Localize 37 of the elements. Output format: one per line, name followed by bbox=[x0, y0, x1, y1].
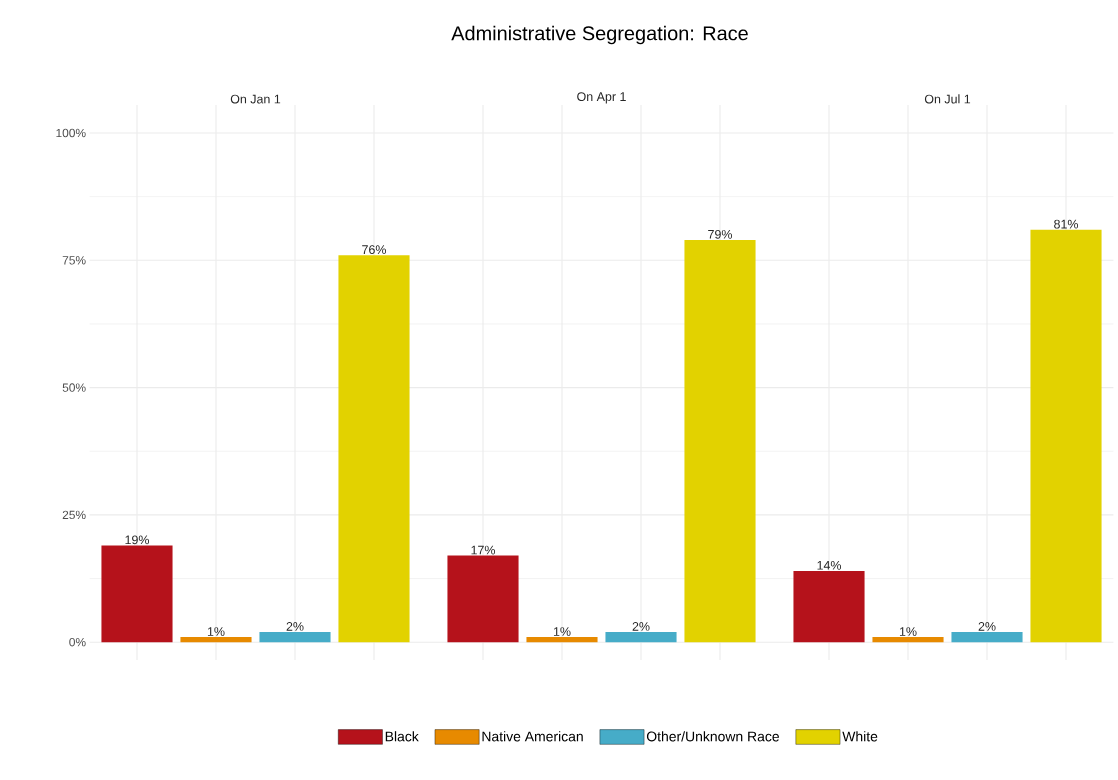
data-label: 1% bbox=[553, 627, 571, 636]
data-label: 19% bbox=[125, 535, 150, 545]
data-label: 2% bbox=[978, 622, 996, 631]
bar bbox=[951, 632, 1023, 643]
y-tick-label: 50% bbox=[62, 383, 86, 392]
bar bbox=[684, 239, 756, 643]
bar bbox=[447, 555, 519, 643]
legend-label: Black bbox=[385, 731, 419, 742]
data-label: 79% bbox=[708, 229, 733, 239]
bar bbox=[526, 637, 598, 643]
data-label: 1% bbox=[899, 627, 917, 636]
y-tick-label: 0% bbox=[69, 637, 86, 647]
bar bbox=[605, 632, 677, 643]
data-label: 76% bbox=[362, 245, 386, 255]
data-label: 2% bbox=[632, 622, 650, 631]
x-tick-label: On Jan 1 bbox=[230, 94, 281, 104]
bar bbox=[872, 637, 944, 643]
y-tick-label: 75% bbox=[62, 256, 86, 265]
bar bbox=[1030, 229, 1102, 643]
bar bbox=[259, 632, 331, 643]
legend-label: Other/Unknown Race bbox=[646, 731, 779, 742]
bar bbox=[793, 570, 865, 643]
data-label: 2% bbox=[286, 622, 304, 631]
bar bbox=[101, 545, 173, 643]
data-label: 17% bbox=[471, 545, 496, 555]
data-label: 1% bbox=[207, 627, 225, 636]
y-tick-label: 100% bbox=[56, 128, 86, 138]
data-label: 14% bbox=[817, 560, 842, 570]
legend-label: Native American bbox=[482, 731, 583, 742]
data-label: 81% bbox=[1054, 219, 1079, 229]
x-tick-label: On Jul 1 bbox=[924, 94, 971, 104]
x-tick-label: On Apr 1 bbox=[577, 92, 626, 104]
bar bbox=[338, 255, 410, 643]
chart-title: Administrative Segregation: Race bbox=[451, 25, 748, 45]
y-tick-label: 25% bbox=[62, 510, 86, 520]
bar bbox=[180, 637, 252, 643]
legend-label: White bbox=[842, 731, 878, 742]
